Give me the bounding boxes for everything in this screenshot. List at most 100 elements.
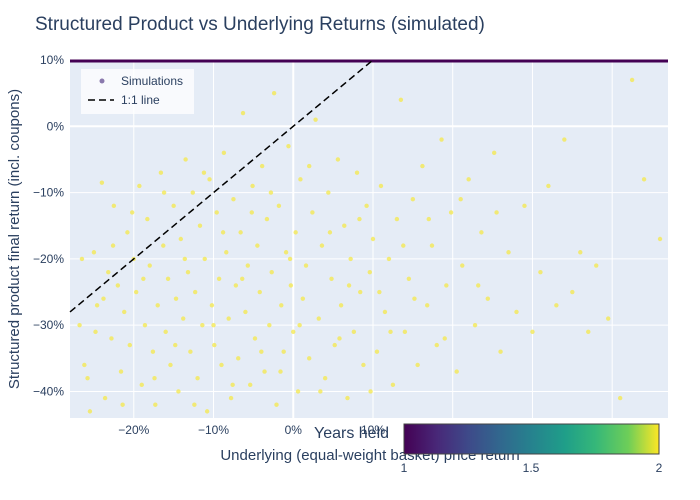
scatter-point <box>287 256 293 262</box>
scatter-point <box>185 269 191 275</box>
scatter-point <box>307 163 312 169</box>
colorbar-gradient <box>403 423 660 455</box>
y-tick-label: −20% <box>33 252 64 266</box>
scatter-point <box>268 190 274 195</box>
scatter-point <box>578 250 583 255</box>
scatter-point <box>291 329 296 335</box>
scatter-point <box>401 243 406 248</box>
scatter-point <box>318 389 323 394</box>
scatter-point <box>125 230 130 235</box>
scatter-point <box>192 402 197 407</box>
scatter-point <box>233 283 239 288</box>
scatter-point <box>129 210 135 215</box>
scatter-point <box>562 137 567 142</box>
scatter-point <box>161 243 166 248</box>
scatter-point <box>228 395 234 401</box>
x-tick-label: 0% <box>285 423 303 437</box>
scatter-point <box>173 296 179 301</box>
scatter-point <box>240 276 245 281</box>
scatter-point <box>283 250 289 255</box>
colorbar-title: Years held <box>314 425 389 442</box>
scatter-point <box>329 276 334 281</box>
scatter-point <box>415 362 420 368</box>
scatter-point <box>337 336 342 341</box>
scatter-point <box>271 90 277 96</box>
scatter-point <box>216 276 222 281</box>
scatter-point <box>425 303 430 308</box>
scatter-point <box>281 349 286 354</box>
scatter-point <box>155 303 160 308</box>
scatter-point <box>388 329 393 335</box>
chart-title: Structured Product vs Underlying Returns… <box>35 14 485 35</box>
scatter-point <box>139 382 144 388</box>
scatter-point <box>386 256 392 262</box>
scatter-point <box>377 289 382 295</box>
scatter-point <box>250 183 255 189</box>
scatter-point <box>313 117 318 122</box>
scatter-point <box>429 243 435 248</box>
scatter-point <box>163 329 168 335</box>
scatter-point <box>142 322 148 328</box>
scatter-point <box>295 389 301 394</box>
scatter-point <box>491 150 497 156</box>
scatter-point <box>606 316 611 321</box>
scatter-point <box>224 250 229 255</box>
scatter-point <box>110 243 116 248</box>
scatter-point <box>226 316 231 321</box>
legend[interactable]: Simulations 1:1 line <box>81 69 194 114</box>
scatter-point <box>202 256 207 262</box>
scatter-point <box>212 342 217 348</box>
y-tick-label: −10% <box>33 186 64 200</box>
scatter-point <box>115 283 121 288</box>
scatter-point <box>182 256 188 262</box>
scatter-point <box>158 170 164 175</box>
scatter-point <box>120 402 125 407</box>
scatter-point <box>230 382 235 388</box>
legend-label-line: 1:1 line <box>121 93 160 107</box>
y-tick-label: −30% <box>33 318 64 332</box>
scatter-point <box>444 283 449 288</box>
scatter-point <box>485 296 491 301</box>
scatter-point <box>240 110 246 116</box>
y-tick-label: −40% <box>33 384 64 398</box>
scatter-points <box>77 77 663 414</box>
scatter-point <box>494 210 499 215</box>
scatter-point <box>348 256 353 262</box>
scatter-point <box>472 322 478 328</box>
scatter-point <box>506 250 511 255</box>
x-tick-label: 10% <box>361 423 385 437</box>
scatter-point <box>514 309 519 315</box>
scatter-point <box>165 276 171 281</box>
scatter-point <box>259 163 265 169</box>
colorbar-tick-2: 2 <box>656 461 663 475</box>
scatter-point <box>538 269 543 275</box>
legend-box <box>81 69 194 114</box>
scatter-point <box>122 309 127 315</box>
scatter-point <box>410 197 416 202</box>
scatter-point <box>426 216 431 222</box>
scatter-point <box>109 336 114 341</box>
scatter-point <box>82 362 87 368</box>
scatter-point <box>221 150 227 156</box>
scatter-point <box>368 389 373 394</box>
scatter-point <box>249 210 254 215</box>
scatter-point <box>190 190 195 195</box>
scatter-point <box>152 376 157 381</box>
scatter-point <box>448 210 454 215</box>
scatter-point <box>546 183 551 189</box>
scatter-point <box>259 349 264 354</box>
scatter-point <box>188 349 193 354</box>
scatter-point <box>479 230 484 235</box>
scatter-point <box>201 170 207 175</box>
scatter-point <box>460 263 465 268</box>
scatter-point <box>354 170 360 175</box>
scatter-point <box>93 329 98 335</box>
scatter-point <box>476 283 481 288</box>
scatter-point <box>236 356 241 361</box>
scatter-point <box>219 362 224 368</box>
y-tick-label: 0% <box>47 119 65 133</box>
scatter-point <box>530 329 535 335</box>
scatter-point <box>220 230 226 235</box>
scatter-point <box>351 329 357 335</box>
scatter-point <box>439 137 444 142</box>
